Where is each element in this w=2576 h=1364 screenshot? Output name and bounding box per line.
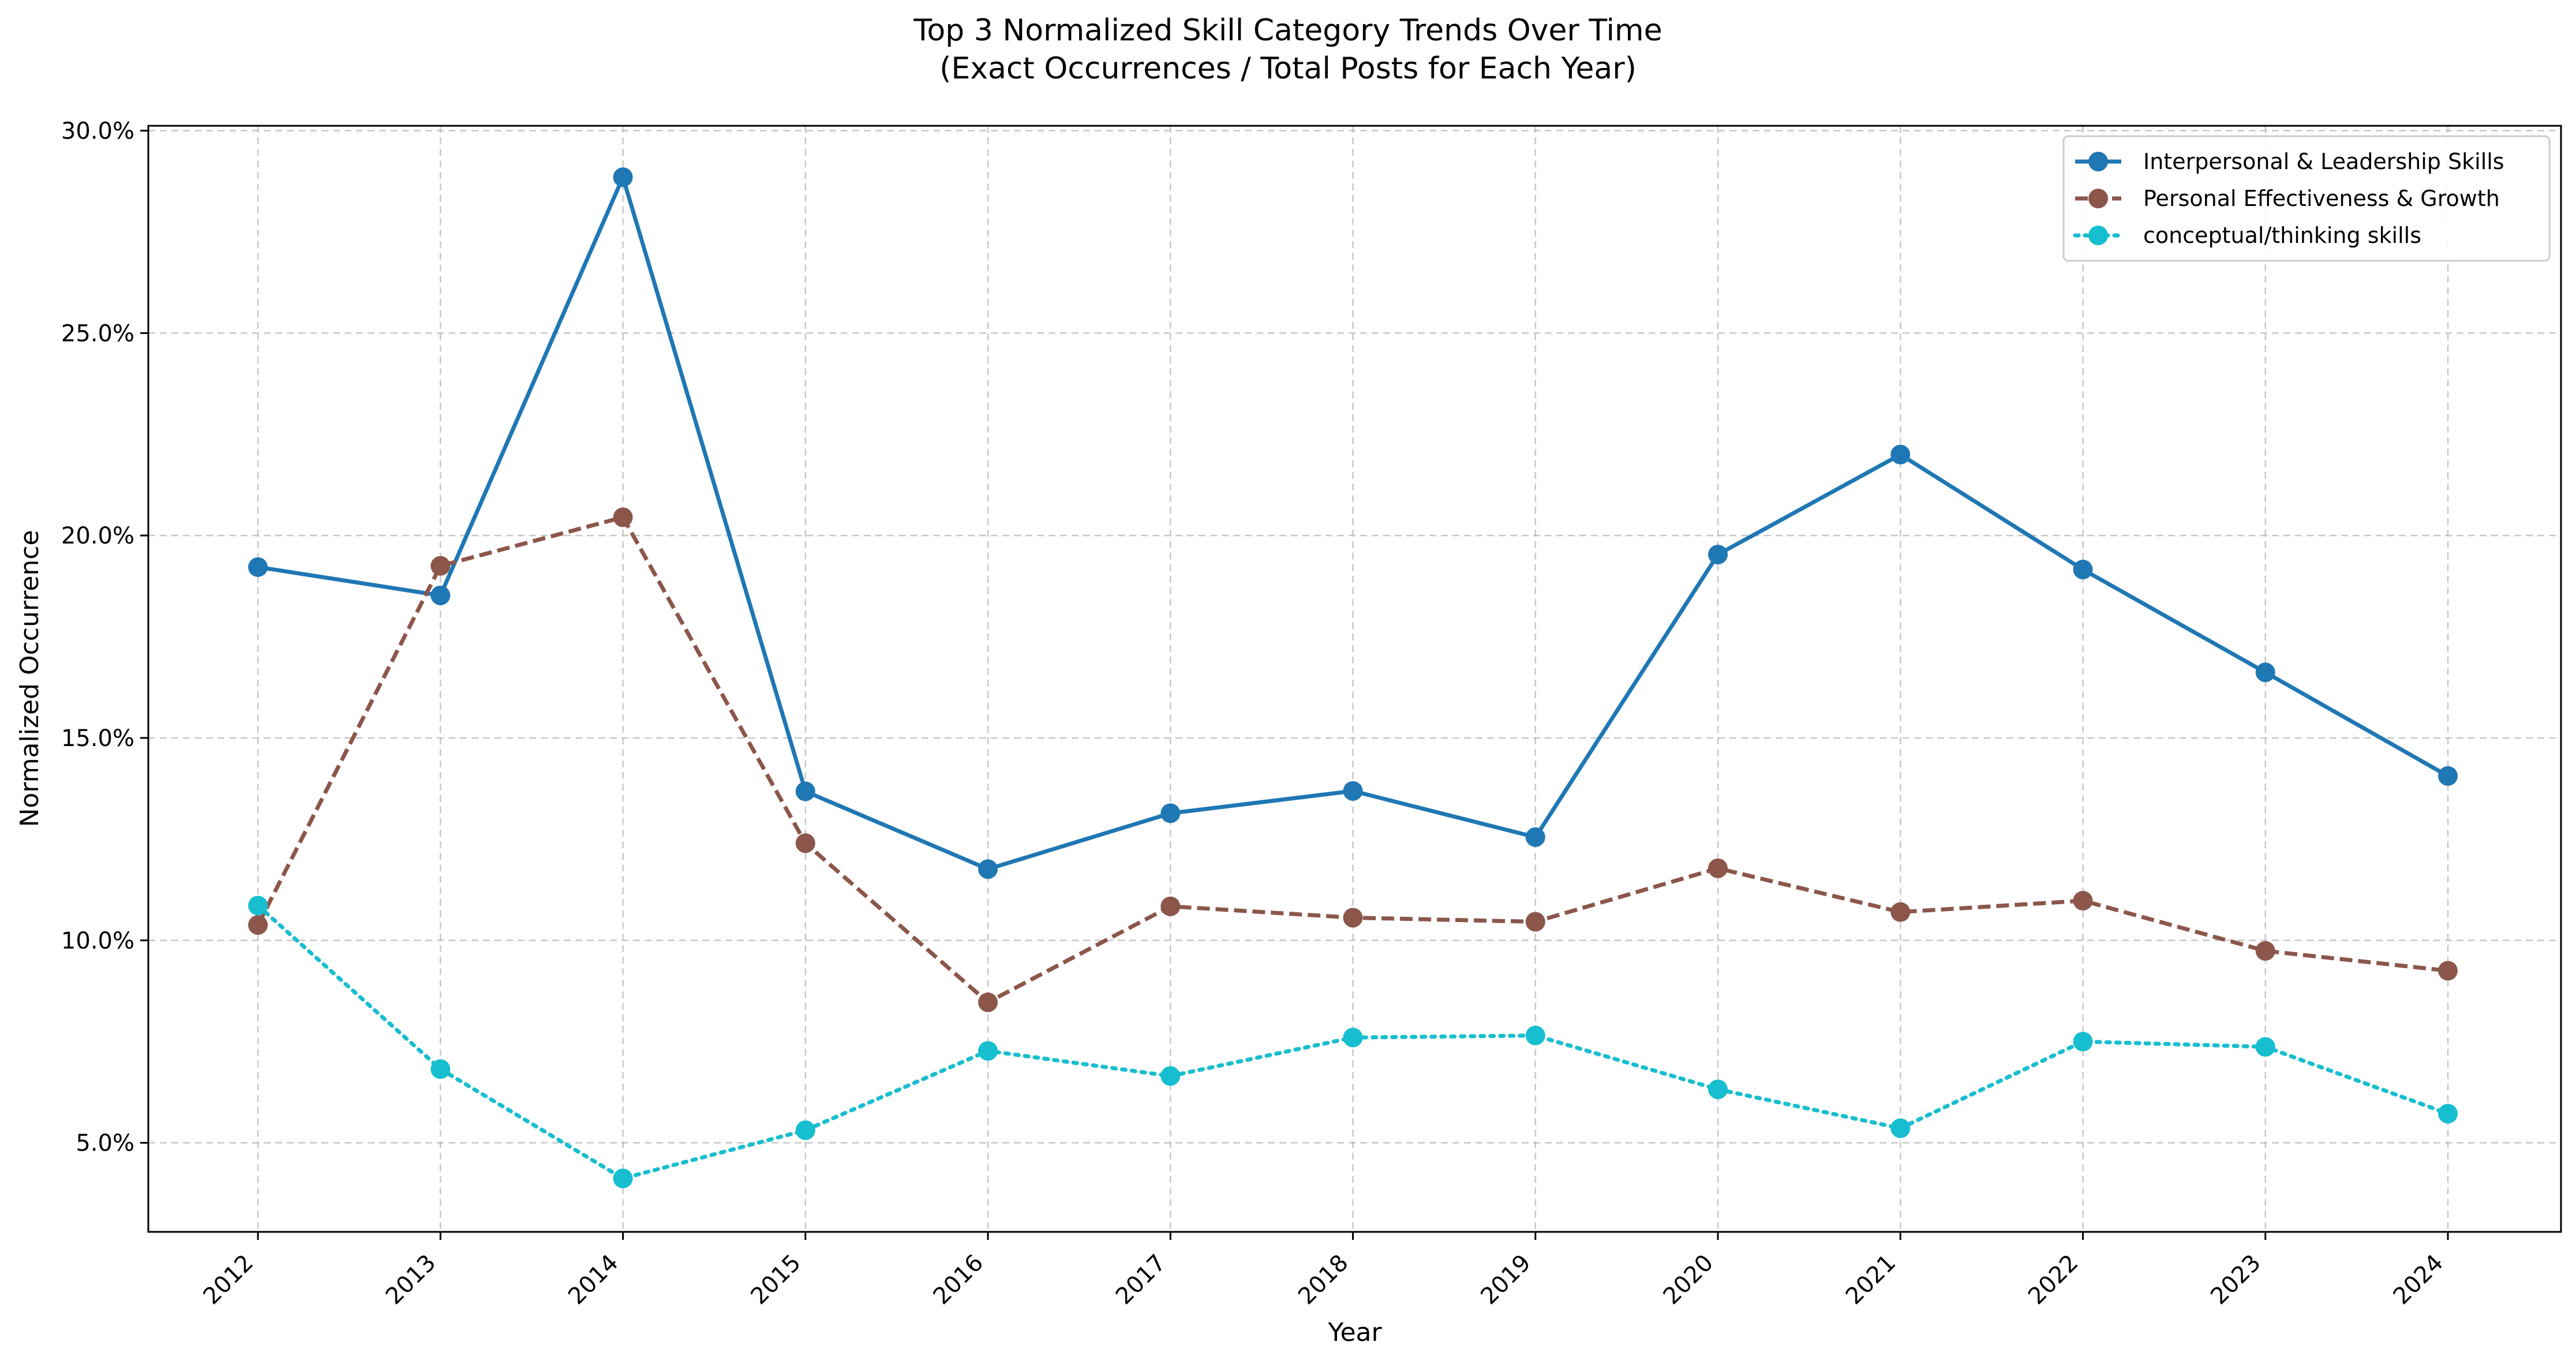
series-2 [248,507,2458,1013]
chart-subtitle: (Exact Occurrences / Total Posts for Eac… [939,51,1637,86]
data-point [248,915,268,935]
data-point [2255,941,2275,961]
data-point [1525,827,1545,847]
data-point [2255,1037,2275,1057]
data-point [248,895,268,916]
data-point [2073,891,2093,911]
data-point [1160,896,1181,916]
data-point [1160,1066,1181,1086]
chart-title: Top 3 Normalized Skill Category Trends O… [913,13,1662,48]
data-point [1708,1080,1728,1100]
x-axis-label: Year [1327,1318,1382,1347]
data-point [1890,1118,1911,1138]
y-tick-label: 5.0% [76,1130,134,1157]
data-point [430,1059,451,1079]
data-point [1890,902,1911,922]
data-point [795,781,815,801]
data-point [1343,1028,1363,1048]
data-point [2073,560,2093,580]
y-axis-ticks: 5.0% 10.0% 15.0% 20.0% 25.0% 30.0% [61,118,148,1157]
data-point [2438,1104,2458,1124]
plot-area-frame [147,125,2562,1233]
data-point [1525,1025,1545,1046]
y-tick-label: 20.0% [61,523,134,549]
data-point [1890,444,1911,464]
data-point [2438,766,2458,786]
grid-lines [148,126,2561,1232]
legend-label: conceptual/thinking skills [2143,223,2421,248]
data-point [1160,803,1181,823]
data-point [1343,908,1363,928]
data-point [430,556,451,576]
legend: Interpersonal & Leadership Skills Persona… [2062,135,2551,262]
series-1 [248,167,2458,879]
data-point [613,167,633,188]
legend-marker [2088,226,2108,245]
y-axis-label: Normalized Occurrence [15,530,44,827]
y-tick-label: 30.0% [61,118,134,144]
y-tick-label: 15.0% [61,725,134,752]
series-3 [248,895,2458,1189]
data-point [613,1168,633,1189]
data-point [978,992,998,1013]
data-point [2255,662,2275,683]
y-tick-label: 10.0% [61,928,134,954]
data-point [795,833,815,853]
data-point [978,859,998,879]
data-point [430,585,451,605]
data-point [1708,545,1728,565]
data-point [1525,912,1545,932]
legend-box [2062,135,2551,262]
data-point [1708,858,1728,878]
legend-marker [2088,189,2108,208]
legend-label: Personal Effectiveness & Growth [2143,186,2500,211]
data-point [2073,1032,2093,1052]
y-tick-label: 25.0% [61,320,134,347]
data-point [613,507,633,527]
data-point [1343,781,1363,801]
data-point [978,1041,998,1061]
data-series [248,167,2458,1189]
data-point [248,557,268,577]
data-point [795,1120,815,1140]
legend-marker [2088,152,2108,171]
legend-label: Interpersonal & Leadership Skills [2143,149,2504,174]
data-point [2438,961,2458,981]
